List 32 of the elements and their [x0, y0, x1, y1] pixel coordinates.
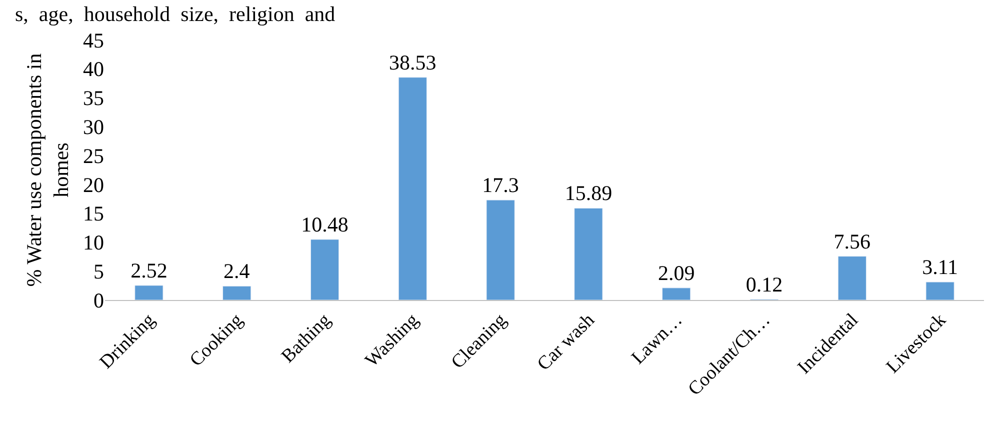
bar — [486, 200, 515, 300]
y-tick-label: 20 — [83, 172, 104, 197]
x-tick-label: Car wash — [533, 309, 600, 375]
data-label: 7.56 — [834, 229, 871, 254]
bar — [926, 282, 954, 300]
data-label: 2.52 — [130, 258, 168, 282]
bar — [222, 286, 252, 300]
y-tick-label: 5 — [94, 259, 104, 284]
y-tick-label: 25 — [83, 144, 104, 168]
y-tick-label: 0 — [94, 288, 104, 312]
text: s, age, household size, religion and — [15, 2, 336, 26]
bar — [310, 239, 340, 300]
bar — [662, 288, 691, 300]
data-label: 0.12 — [746, 272, 783, 296]
data-label: 2.09 — [658, 260, 695, 285]
bar — [398, 77, 427, 300]
y-tick-label: 45 — [83, 28, 104, 52]
data-label: 3.11 — [922, 255, 958, 280]
bar — [574, 208, 603, 300]
y-tick-label: 10 — [83, 230, 104, 255]
data-label: 2.4 — [223, 259, 250, 284]
y-tick-label: 30 — [83, 115, 104, 140]
y-axis-title: % Water use components in homes — [22, 52, 74, 287]
data-label: 38.53 — [389, 50, 436, 74]
y-tick-label: 35 — [83, 86, 104, 110]
data-label: 10.48 — [301, 212, 348, 236]
y-tick-label: 40 — [83, 57, 104, 82]
data-label: 17.3 — [482, 173, 519, 198]
bar — [134, 285, 164, 300]
data-label: 15.89 — [564, 181, 612, 206]
bar — [838, 256, 866, 300]
y-tick-label: 15 — [83, 202, 104, 226]
